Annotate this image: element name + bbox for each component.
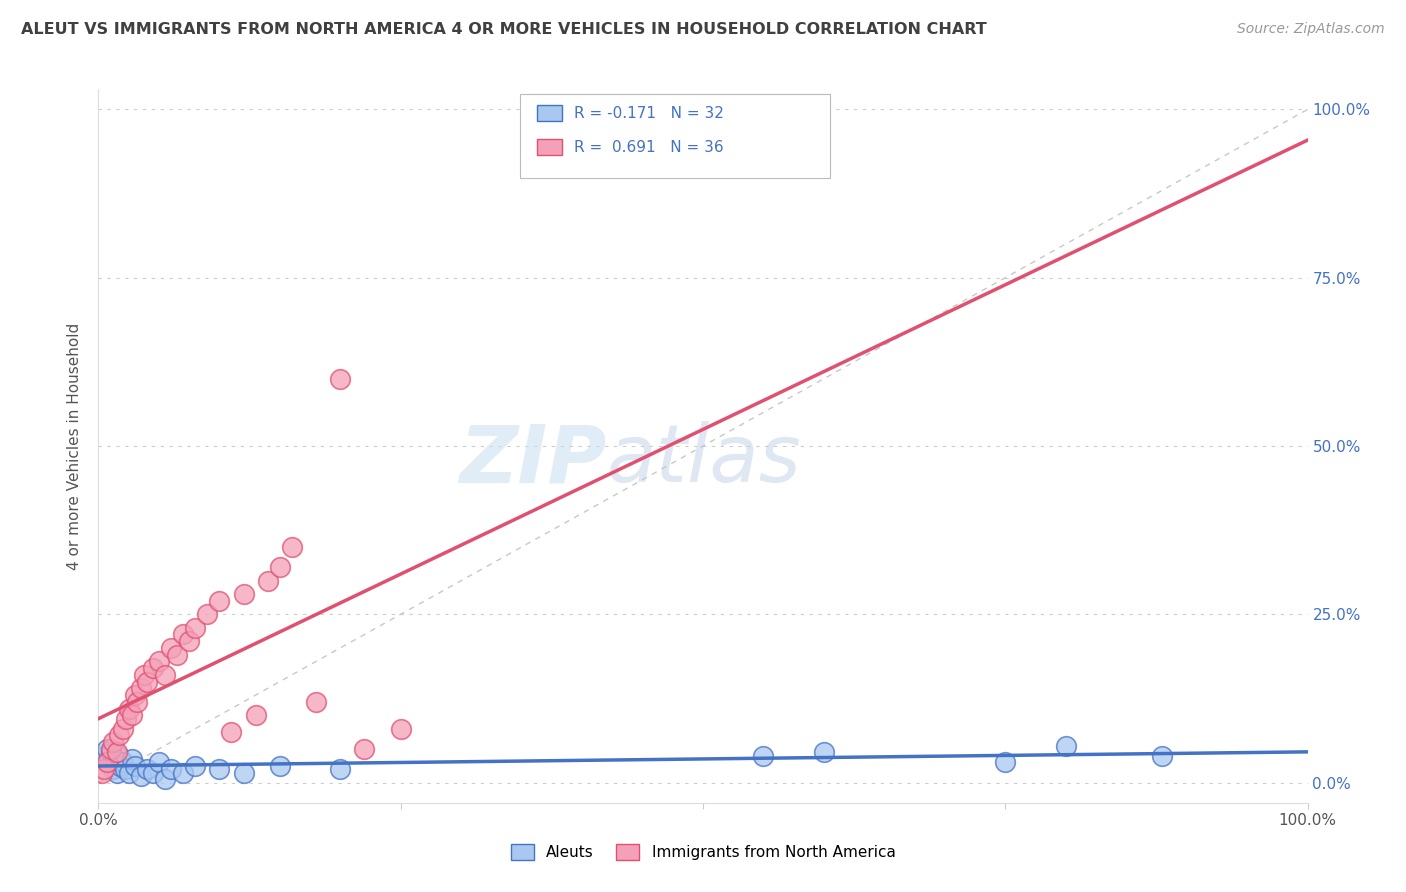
- Point: [111, 722, 134, 736]
- Point: [153, 772, 176, 787]
- Point: [269, 560, 291, 574]
- Point: [208, 762, 231, 776]
- Point: [105, 745, 128, 759]
- Point: [105, 765, 128, 780]
- Point: [813, 745, 835, 759]
- Point: [994, 756, 1017, 770]
- Point: [124, 688, 146, 702]
- Point: [104, 752, 127, 766]
- Point: [93, 748, 115, 763]
- Point: [129, 681, 152, 696]
- Point: [101, 735, 124, 749]
- Point: [329, 762, 352, 776]
- Point: [166, 648, 188, 662]
- Point: [127, 695, 149, 709]
- Point: [100, 742, 122, 756]
- Text: Source: ZipAtlas.com: Source: ZipAtlas.com: [1237, 22, 1385, 37]
- Text: atlas: atlas: [606, 421, 801, 500]
- Point: [111, 756, 134, 770]
- Point: [108, 748, 131, 763]
- Point: [256, 574, 278, 588]
- Text: ALEUT VS IMMIGRANTS FROM NORTH AMERICA 4 OR MORE VEHICLES IN HOUSEHOLD CORRELATI: ALEUT VS IMMIGRANTS FROM NORTH AMERICA 4…: [21, 22, 987, 37]
- Point: [135, 674, 157, 689]
- Point: [118, 765, 141, 780]
- Point: [129, 769, 152, 783]
- Point: [148, 655, 170, 669]
- Point: [96, 742, 118, 756]
- Point: [269, 758, 291, 772]
- Point: [353, 742, 375, 756]
- Point: [245, 708, 267, 723]
- Point: [100, 745, 122, 759]
- Point: [121, 708, 143, 723]
- Point: [160, 640, 183, 655]
- Point: [142, 765, 165, 780]
- Text: R = -0.171   N = 32: R = -0.171 N = 32: [574, 106, 724, 120]
- Point: [172, 627, 194, 641]
- Point: [752, 748, 775, 763]
- Point: [108, 758, 131, 772]
- Point: [121, 752, 143, 766]
- Point: [153, 668, 176, 682]
- Point: [305, 695, 328, 709]
- Point: [96, 756, 118, 770]
- Point: [232, 765, 254, 780]
- Text: R =  0.691   N = 36: R = 0.691 N = 36: [574, 140, 723, 154]
- Point: [281, 540, 304, 554]
- Point: [389, 722, 412, 736]
- Point: [108, 729, 131, 743]
- Point: [172, 765, 194, 780]
- Point: [93, 762, 115, 776]
- Legend: Aleuts, Immigrants from North America: Aleuts, Immigrants from North America: [505, 838, 901, 866]
- Point: [1054, 739, 1077, 753]
- Point: [148, 756, 170, 770]
- Point: [118, 701, 141, 715]
- Point: [195, 607, 218, 622]
- Point: [124, 758, 146, 772]
- Point: [134, 668, 156, 682]
- Point: [1152, 748, 1174, 763]
- Point: [114, 762, 136, 776]
- Point: [91, 752, 114, 766]
- Point: [221, 725, 243, 739]
- Text: ZIP: ZIP: [458, 421, 606, 500]
- Point: [160, 762, 183, 776]
- Point: [184, 758, 207, 772]
- Point: [329, 372, 352, 386]
- Point: [232, 587, 254, 601]
- Y-axis label: 4 or more Vehicles in Household: 4 or more Vehicles in Household: [67, 322, 83, 570]
- Point: [91, 765, 114, 780]
- Point: [184, 621, 207, 635]
- Point: [115, 712, 138, 726]
- Point: [135, 762, 157, 776]
- Point: [142, 661, 165, 675]
- Point: [97, 756, 120, 770]
- Point: [179, 634, 201, 648]
- Point: [208, 594, 231, 608]
- Point: [101, 762, 124, 776]
